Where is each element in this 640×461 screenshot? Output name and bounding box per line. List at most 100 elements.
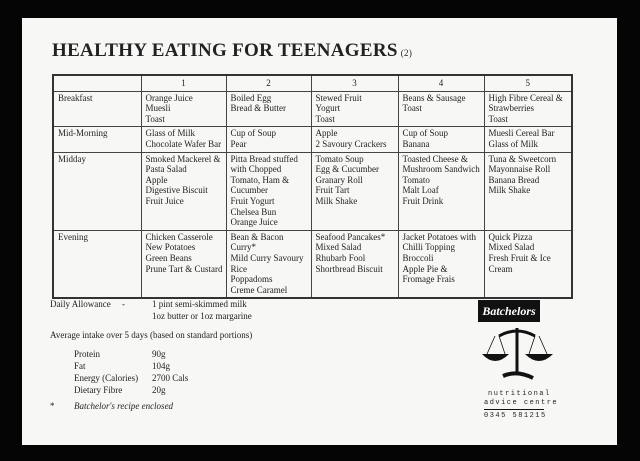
nutrient-name: Energy (Calories) <box>74 373 139 383</box>
food-item: Rice <box>230 263 248 274</box>
logo-scales <box>482 328 553 380</box>
food-item: Tuna & Sweetcorn <box>488 153 557 164</box>
meal-cell: Apple 2 Savoury Crackers <box>310 126 399 153</box>
meal-cell: Seafood Pancakes* Mixed Salad Rhubarb Fool… <box>310 229 399 299</box>
food-item: Apple <box>145 174 168 185</box>
food-item: Cream <box>488 263 513 274</box>
nutrient-name: Fat <box>74 361 86 371</box>
food-item: Pasta Salad <box>145 164 187 175</box>
food-item: Muesli Cereal Bar <box>488 128 555 139</box>
food-item: Muesli <box>145 103 171 114</box>
food-item: Fruit Juice <box>145 195 184 206</box>
food-item: Toast <box>402 103 422 114</box>
meal-cell: Pitta Bread stuffed with Chopped Tomato, H… <box>225 151 312 231</box>
food-item: Strawberries <box>488 103 534 114</box>
day-header: 1 <box>140 74 227 92</box>
food-item: Glass of Milk <box>488 138 539 149</box>
meal-cell: Quick Pizza Mixed Salad Fresh Fruit & Ice C… <box>483 229 573 299</box>
food-item: Mixed Salad <box>315 242 362 253</box>
page-number: (2) <box>400 48 413 58</box>
food-item: Fresh Fruit & Ice <box>488 252 551 263</box>
meal-cell: Muesli Cereal Bar Glass of Milk <box>483 126 573 153</box>
meal-cell: Glass of Milk Chocolate Wafer Bar <box>140 126 227 153</box>
food-item: Mild Curry Savoury <box>230 252 304 263</box>
food-item: Bread & Butter <box>230 103 287 114</box>
food-item: Cup of Soup <box>230 128 277 139</box>
food-item: Toast <box>488 113 508 124</box>
meal-row: Midday Smoked Mackerel & Pasta Salad Apple D… <box>52 151 573 231</box>
food-item: Stewed Fruit <box>315 92 362 103</box>
food-item: Orange Juice <box>230 217 278 228</box>
food-item: Shortbread Biscuit <box>315 263 383 274</box>
food-item: Smoked Mackerel & <box>145 153 221 164</box>
footnote-mark: * <box>50 401 55 411</box>
food-item: Milk Shake <box>488 185 531 196</box>
food-item: Milk Shake <box>315 195 358 206</box>
nutrient-amount: 20g <box>152 385 166 395</box>
meal-cell: Jacket Potatoes with Chilli Topping Brocco… <box>397 229 485 299</box>
food-item: Toast <box>315 113 335 124</box>
meal-cell: Cup of Soup Pear <box>225 126 312 153</box>
food-item: Fruit Yogurt <box>230 195 275 206</box>
meal-cell: Stewed Fruit Yogurt Toast <box>310 90 399 128</box>
food-item: Chilli Topping <box>402 242 455 253</box>
food-item: Tomato <box>402 174 430 185</box>
meal-cell: Cup of Soup Banana <box>397 126 485 153</box>
food-item: Curry* <box>230 242 257 253</box>
meal-cell: Toasted Cheese & Mushroom Sandwich Tomato M… <box>397 151 485 231</box>
food-item: Digestive Biscuit <box>145 185 208 196</box>
food-item: Creme Caramel <box>230 284 288 295</box>
food-item: Apple <box>315 128 338 139</box>
allowance-item: 1 pint semi-skimmed milk <box>152 299 247 309</box>
title: HEALTHY EATING FOR TEENAGERS <box>52 40 398 61</box>
food-item: Toast <box>145 113 165 124</box>
meal-row: Mid-Morning Glass of Milk Chocolate Wafer … <box>52 126 573 153</box>
food-item: Fruit Drink <box>402 195 444 206</box>
logo-line: nutritional <box>488 390 551 398</box>
meal-cell: Boiled Egg Bread & Butter <box>225 90 312 128</box>
food-item: Seafood Pancakes* <box>315 231 386 242</box>
food-item: with Chopped <box>230 164 282 175</box>
food-item: Boiled Egg <box>230 92 272 103</box>
food-item: Yogurt <box>315 103 341 114</box>
food-item: Poppadoms <box>230 274 273 285</box>
logo-rule <box>484 409 544 410</box>
food-item: Beans & Sausage <box>402 92 466 103</box>
food-item: Chelsea Bun <box>230 206 277 217</box>
food-item: Banana Bread <box>488 174 540 185</box>
meal-label: Mid-Morning <box>52 126 142 153</box>
food-item: Green Beans <box>145 252 192 263</box>
meal-cell: Smoked Mackerel & Pasta Salad Apple Digesti… <box>140 151 227 231</box>
food-item: Tomato, Ham & <box>230 174 290 185</box>
nutrient-amount: 90g <box>152 349 166 359</box>
nutrient-amount: 104g <box>152 361 170 371</box>
food-item: Mayonnaise Roll <box>488 164 551 175</box>
food-item: Granary Roll <box>315 174 363 185</box>
food-item: Chicken Casserole <box>145 231 213 242</box>
meal-cell: Tuna & Sweetcorn Mayonnaise Roll Banana Br… <box>483 151 573 231</box>
food-item: New Potatoes <box>145 242 196 253</box>
nutrient-name: Dietary Fibre <box>74 385 123 395</box>
meal-cell: Tomato Soup Egg & Cucumber Granary Roll Fru… <box>310 151 399 231</box>
day-header: 3 <box>310 74 399 92</box>
logo-line: advice centre <box>484 399 559 407</box>
allowance-item: 1oz butter or 1oz margarine <box>152 311 252 321</box>
meal-cell: Beans & Sausage Toast <box>397 90 485 128</box>
title-block: HEALTHY EATING FOR TEENAGERS (2) <box>52 40 412 62</box>
food-item: Apple Pie & <box>402 263 448 274</box>
meal-row: Evening Chicken Casserole New Potatoes Gree… <box>52 229 573 299</box>
day-header: 2 <box>225 74 312 92</box>
food-item: Rhubarb Fool <box>315 252 366 263</box>
food-item: 2 Savoury Crackers <box>315 138 387 149</box>
corner-cell <box>52 74 142 92</box>
food-item: Quick Pizza <box>488 231 533 242</box>
meal-cell: Orange Juice Muesli Toast <box>140 90 227 128</box>
meal-cell: Bean & Bacon Curry* Mild Curry Savoury Rice… <box>225 229 312 299</box>
food-item: Toasted Cheese & <box>402 153 468 164</box>
food-item: Fromage Frais <box>402 274 455 285</box>
food-item: Mixed Salad <box>488 242 535 253</box>
food-item: Cup of Soup <box>402 128 449 139</box>
nutrient-name: Protein <box>74 349 100 359</box>
